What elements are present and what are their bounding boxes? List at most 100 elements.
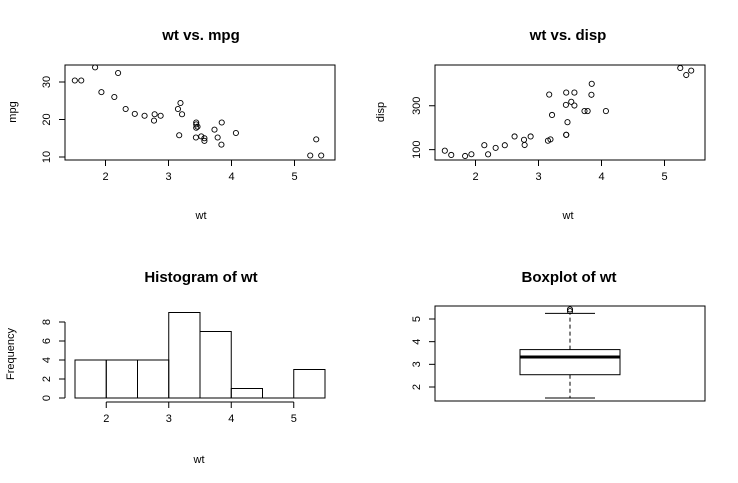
data-point xyxy=(462,152,469,160)
data-point xyxy=(468,151,475,158)
x-tick-label: 4 xyxy=(598,171,604,183)
histogram-bar xyxy=(199,331,232,399)
plot-title: Boxplot of wt xyxy=(522,269,617,286)
data-point xyxy=(564,119,571,126)
data-point xyxy=(214,134,221,141)
histogram-bars xyxy=(74,312,326,399)
data-point xyxy=(448,151,455,159)
data-point xyxy=(157,112,164,119)
x-axis: 2 3 4 5 xyxy=(102,159,298,183)
data-point xyxy=(115,69,122,77)
data-point xyxy=(584,108,591,115)
x-axis-label: wt xyxy=(195,210,207,222)
scatter-points xyxy=(71,64,325,159)
data-point xyxy=(571,102,578,109)
data-point xyxy=(683,71,690,79)
x-tick-label: 5 xyxy=(291,413,297,425)
data-point xyxy=(194,123,201,130)
plot-frame xyxy=(434,64,706,161)
x-tick-label: 2 xyxy=(102,171,108,183)
histogram-bar xyxy=(230,388,263,399)
outlier-point xyxy=(566,308,574,315)
data-point xyxy=(78,77,85,84)
data-point xyxy=(588,80,595,87)
data-point xyxy=(571,89,578,96)
data-point xyxy=(441,147,448,154)
panel-wt-vs-disp: wt vs. disp 100 300 2 3 4 5 wt disp xyxy=(375,27,706,222)
data-point xyxy=(141,112,148,119)
panel-wt-vs-mpg: wt vs. mpg 10 20 30 2 3 4 5 wt mpg xyxy=(7,27,336,222)
data-point xyxy=(218,119,225,126)
x-axis: 2 3 4 5 xyxy=(472,159,668,183)
data-point xyxy=(688,67,695,74)
x-tick-label: 3 xyxy=(165,171,171,183)
data-point xyxy=(492,144,499,151)
data-point xyxy=(131,110,138,117)
x-tick-label: 3 xyxy=(166,413,172,425)
panel-boxplot-wt: Boxplot of wt 2 3 4 5 xyxy=(411,269,706,402)
data-point xyxy=(177,99,184,107)
data-point xyxy=(521,141,528,149)
histogram-bar xyxy=(105,359,138,399)
data-point xyxy=(71,77,78,84)
data-point xyxy=(307,152,314,159)
data-point xyxy=(563,89,570,96)
histogram-bar xyxy=(293,369,326,399)
x-tick-label: 3 xyxy=(535,171,541,183)
plot-title: wt vs. disp xyxy=(529,27,607,44)
data-point xyxy=(318,152,325,159)
data-point xyxy=(481,142,488,149)
data-point xyxy=(151,111,158,118)
x-axis: 2 3 4 5 xyxy=(103,401,297,425)
y-tick-label: 0 xyxy=(41,395,53,401)
y-axis-label: disp xyxy=(375,102,387,122)
y-axis-label: Frequency xyxy=(5,328,17,380)
data-point xyxy=(201,135,208,142)
y-tick-label: 2 xyxy=(41,376,53,382)
data-point xyxy=(174,105,181,113)
y-axis: 100 300 xyxy=(411,97,436,159)
data-point xyxy=(485,151,492,158)
data-point xyxy=(677,64,684,72)
data-point xyxy=(176,132,183,139)
data-point xyxy=(193,124,200,131)
data-point xyxy=(211,126,218,133)
y-axis: 0 2 4 6 8 xyxy=(41,319,66,401)
data-point xyxy=(562,101,569,108)
y-axis: 10 20 30 xyxy=(41,76,66,163)
data-point xyxy=(232,129,239,137)
panel-histogram-wt: Histogram of wt 0 2 4 6 8 2 3 4 5 wt Frequency xyxy=(5,269,326,466)
data-point xyxy=(581,108,588,115)
y-tick-label: 30 xyxy=(41,76,53,88)
x-axis-label: wt xyxy=(193,454,205,466)
plot-title: wt vs. mpg xyxy=(161,27,240,44)
x-tick-label: 5 xyxy=(291,171,297,183)
data-point xyxy=(313,136,320,143)
y-tick-label: 5 xyxy=(411,316,423,322)
box-iqr xyxy=(519,349,621,376)
data-point xyxy=(218,141,225,148)
data-point xyxy=(98,89,105,96)
plot-title: Histogram of wt xyxy=(144,269,257,286)
y-tick-label: 4 xyxy=(411,339,423,345)
data-point xyxy=(150,117,158,124)
data-point xyxy=(511,133,518,140)
data-point xyxy=(588,91,595,98)
data-point xyxy=(122,105,129,113)
boxplot xyxy=(519,306,621,399)
data-point xyxy=(520,136,528,143)
y-tick-label: 8 xyxy=(41,319,53,325)
x-tick-label: 4 xyxy=(228,413,234,425)
histogram-bar xyxy=(74,359,107,399)
data-point xyxy=(178,111,186,118)
data-point xyxy=(201,137,208,144)
data-point xyxy=(546,91,553,98)
y-tick-label: 3 xyxy=(411,361,423,367)
y-tick-label: 100 xyxy=(411,140,423,158)
x-tick-label: 2 xyxy=(472,171,478,183)
scatter-points xyxy=(441,64,695,160)
x-axis-label: wt xyxy=(562,210,574,222)
y-tick-label: 20 xyxy=(41,113,53,125)
x-tick-label: 5 xyxy=(661,171,667,183)
